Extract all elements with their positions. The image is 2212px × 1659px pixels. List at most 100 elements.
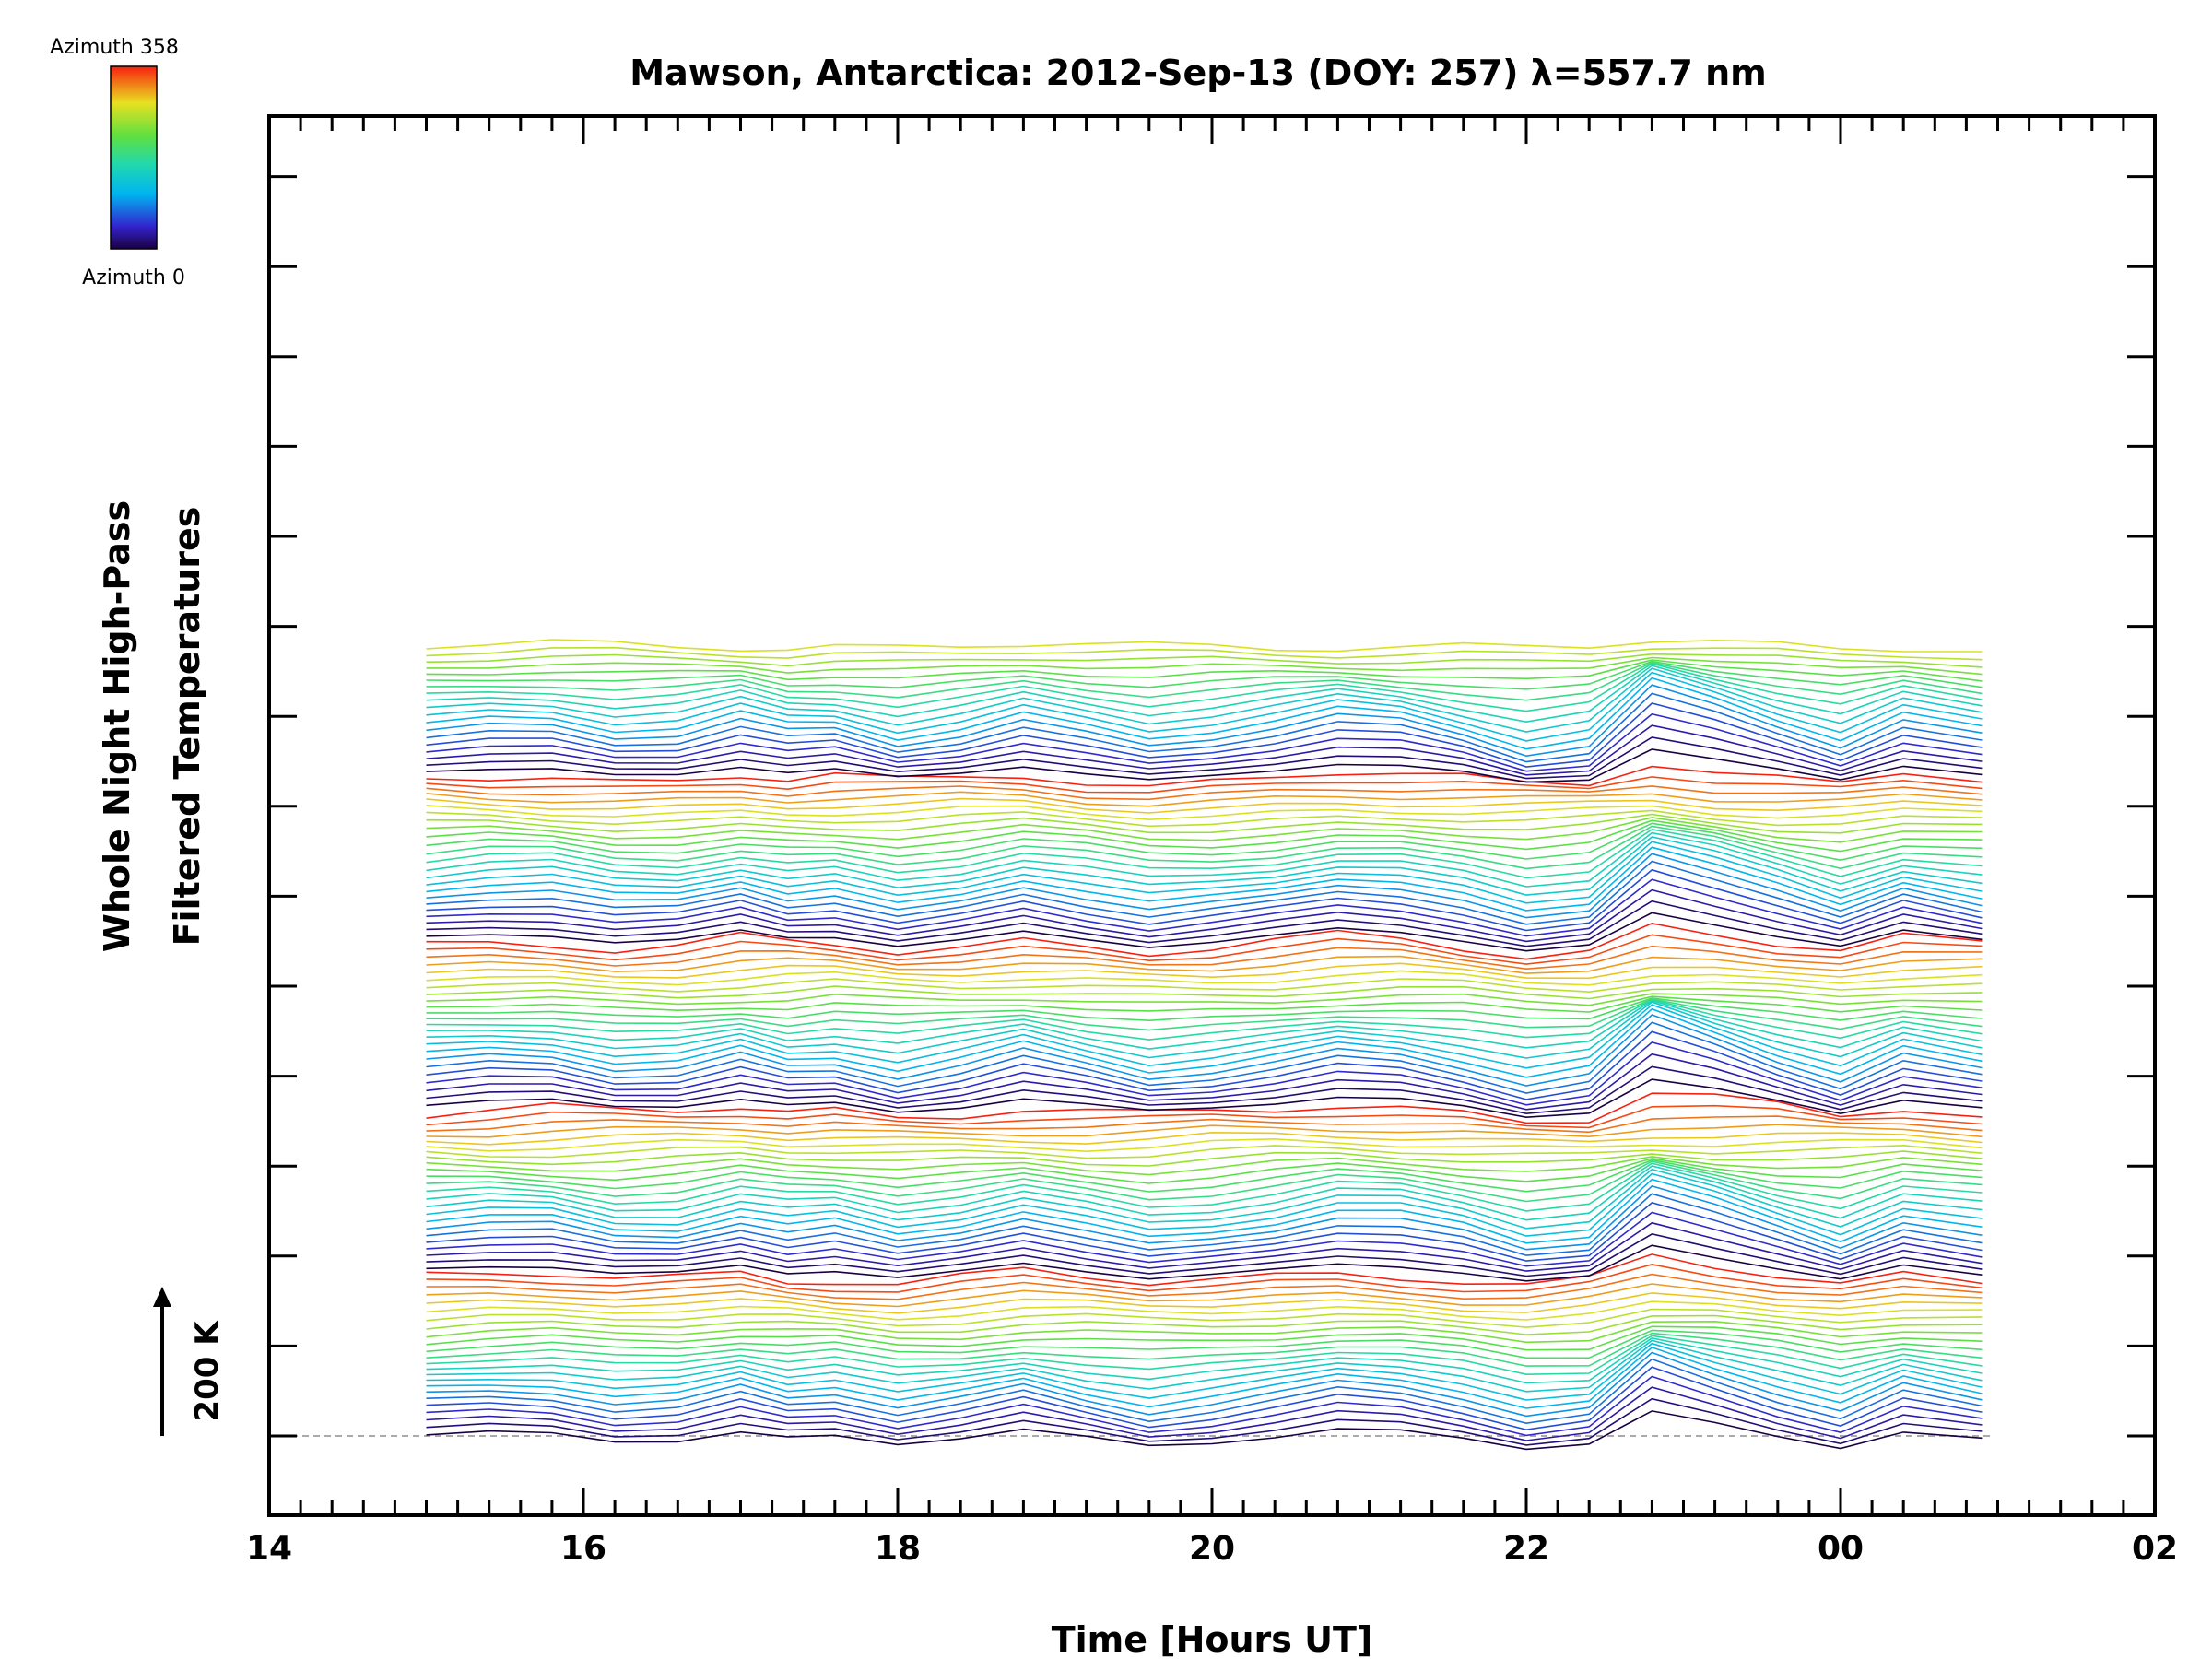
x-tick-labels: 14 16 18 20 22 00 02	[246, 1530, 2178, 1568]
zone-trace	[426, 1211, 1983, 1267]
zone-trace	[426, 846, 1983, 912]
zone-trace	[426, 1004, 1983, 1069]
colorbar-bottom-label: Azimuth 0	[82, 266, 185, 289]
x-tick-label: 14	[246, 1530, 292, 1568]
x-ticks	[267, 116, 2157, 1515]
zone-trace	[426, 1325, 1983, 1351]
zone-trace	[426, 646, 1983, 661]
zone-trace	[426, 1159, 1983, 1193]
zone-trace	[426, 1158, 1983, 1184]
zone-trace	[426, 1092, 1983, 1124]
zone-trace	[426, 1131, 1983, 1146]
zone-trace	[426, 998, 1983, 1041]
zone-trace	[426, 868, 1983, 932]
zone-trace	[426, 724, 1983, 776]
zone-trace	[426, 712, 1983, 772]
zone-trace	[426, 831, 1983, 888]
y-axis-title-line2: Filtered Temperatures	[167, 507, 207, 947]
x-tick-label: 22	[1503, 1530, 1549, 1568]
zone-trace	[426, 661, 1983, 701]
zone-trace	[426, 1329, 1983, 1359]
zone-trace	[426, 888, 1983, 943]
zone-trace	[426, 684, 1983, 758]
zone-trace	[426, 1335, 1983, 1376]
colorbar	[110, 65, 158, 250]
zone-trace	[426, 1065, 1983, 1115]
zone-trace	[426, 1168, 1983, 1230]
zone-trace	[426, 765, 1983, 787]
zone-trace	[426, 1137, 1983, 1153]
x-tick-label: 02	[2132, 1530, 2178, 1568]
x-tick-label: 00	[1818, 1530, 1864, 1568]
zone-trace	[426, 656, 1983, 676]
zone-trace	[426, 1375, 1983, 1437]
x-axis-title: Time [Hours UT]	[1052, 1619, 1373, 1659]
zone-trace	[426, 841, 1983, 904]
zone-trace	[426, 653, 1983, 668]
zone-trace	[426, 817, 1983, 843]
zone-trace	[426, 860, 1983, 925]
zone-trace	[426, 1342, 1983, 1401]
zone-trace	[426, 639, 1983, 653]
zone-trace	[426, 999, 1983, 1050]
zone-trace	[426, 934, 1983, 965]
zone-trace	[426, 825, 1983, 870]
zone-trace	[426, 955, 1983, 974]
zone-trace	[426, 809, 1983, 828]
scale-bar-label: 200 K	[189, 1320, 226, 1422]
zone-trace	[426, 702, 1983, 768]
zone-trace	[426, 667, 1983, 733]
zone-trace	[426, 1115, 1983, 1134]
zone-trace	[426, 748, 1983, 783]
x-tick-label: 16	[560, 1530, 606, 1568]
zone-trace	[426, 1162, 1983, 1212]
zone-trace	[426, 997, 1983, 1022]
zone-trace	[426, 1308, 1983, 1328]
zone-trace	[426, 1007, 1983, 1078]
zone-trace	[426, 785, 1983, 801]
colorbar-top-label: Azimuth 358	[50, 36, 179, 59]
scale-bar: 200 K	[153, 1287, 226, 1436]
zone-trace	[426, 671, 1983, 742]
zone-trace	[426, 660, 1983, 690]
zone-trace	[426, 922, 1983, 960]
zone-trace	[426, 663, 1983, 712]
zone-trace	[426, 1346, 1983, 1409]
zone-trace	[426, 1253, 1983, 1287]
zone-trace	[426, 878, 1983, 937]
zone-trace	[426, 1021, 1983, 1094]
zone-trace	[426, 1001, 1983, 1059]
zone-trace	[426, 1292, 1983, 1314]
zone-trace	[426, 1339, 1983, 1393]
zone-trace	[426, 1332, 1983, 1367]
zone-trace	[426, 1351, 1983, 1418]
zone-trace	[426, 822, 1983, 862]
zone-trace	[426, 1336, 1983, 1384]
zone-trace	[426, 978, 1983, 994]
series-group	[426, 639, 1983, 1451]
zone-trace	[426, 1030, 1983, 1100]
zone-trace	[426, 1178, 1983, 1244]
chart-title: Mawson, Antarctica: 2012-Sep-13 (DOY: 25…	[629, 53, 1766, 93]
zone-trace	[426, 1053, 1983, 1111]
zone-trace	[426, 945, 1983, 971]
y-axis-title-line1: Whole Night High-Pass	[97, 500, 137, 952]
zone-trace	[426, 1172, 1983, 1237]
zone-trace	[426, 1193, 1983, 1256]
zone-trace	[426, 1078, 1983, 1119]
zone-trace	[426, 813, 1983, 834]
zone-trace	[426, 797, 1983, 814]
zone-trace	[426, 791, 1983, 807]
zone-trace	[426, 912, 1983, 952]
zone-trace	[426, 819, 1983, 853]
zone-trace	[426, 1041, 1983, 1106]
zone-trace	[426, 1160, 1983, 1203]
zone-trace	[426, 998, 1983, 1031]
zone-trace	[426, 1233, 1983, 1277]
zone-trace	[426, 995, 1983, 1013]
y-ticks	[269, 175, 2155, 1438]
zone-trace	[426, 962, 1983, 980]
zone-trace	[426, 1104, 1983, 1129]
zone-trace	[426, 677, 1983, 750]
zone-trace	[426, 1221, 1983, 1272]
